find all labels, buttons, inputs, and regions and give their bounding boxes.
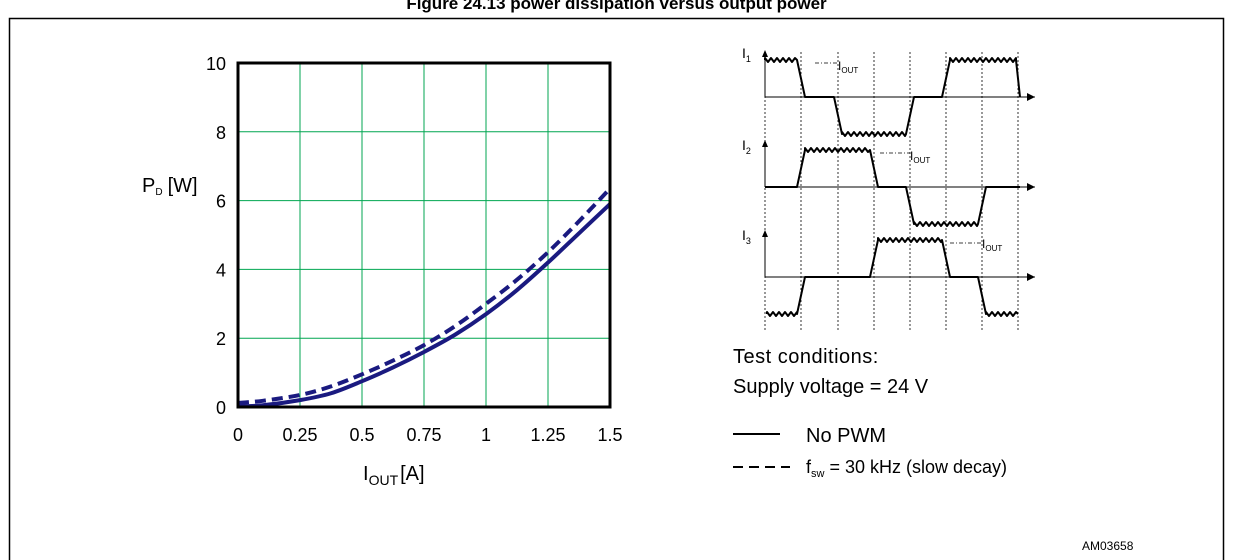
legend-no-pwm-label: No PWM <box>806 425 886 447</box>
series-group <box>237 187 612 409</box>
channel-3-label: I3 <box>742 227 751 246</box>
x-axis-label: IOUT [A] <box>363 463 425 488</box>
channel-2-label: I2 <box>742 137 751 156</box>
figure-title: Figure 24.13 power dissipation versus ou… <box>406 0 827 13</box>
y-tick-label: 0 <box>216 398 226 418</box>
x-tick-label: 1.25 <box>530 425 565 445</box>
waveform-axis-arrow-1 <box>1027 93 1035 101</box>
x-tick-label: 0.25 <box>282 425 317 445</box>
waveform-yaxis-arrow-2 <box>762 140 768 147</box>
supply-voltage-text: Supply voltage = 24 V <box>733 376 929 398</box>
waveform-traces <box>764 57 1021 317</box>
waveform-yaxis-arrow-1 <box>762 50 768 57</box>
x-tick-label: 1 <box>481 425 491 445</box>
y-tick-label: 2 <box>216 329 226 349</box>
x-tick-label: 0 <box>233 425 243 445</box>
channel-1-label: I1 <box>742 45 751 64</box>
series-line-fsw-30khz <box>237 187 612 405</box>
plot-frame <box>236 61 612 409</box>
waveform-yaxis-arrow-3 <box>762 230 768 237</box>
power-dissipation-chart: 0 0.25 0.5 0.75 1 1.25 1.5 0 2 4 6 8 10 PD [W] IOUT [A… <box>142 54 623 488</box>
waveform-axis-arrow-2 <box>1027 183 1035 191</box>
channel-2-iout-label: IOUT <box>910 149 930 165</box>
phase-current-waveforms: I1 I2 I3 IOUT IOUT IOUT <box>742 45 1035 332</box>
tick-labels: 0 0.25 0.5 0.75 1 1.25 1.5 0 2 4 6 8 10 <box>206 54 623 445</box>
x-tick-label: 1.5 <box>597 425 622 445</box>
waveform-trace-3 <box>766 237 1019 317</box>
y-tick-label: 10 <box>206 54 226 74</box>
channel-1-iout-label: IOUT <box>838 59 858 75</box>
waveform-trace-2 <box>765 147 1020 227</box>
figure-frame <box>8 17 1225 560</box>
channel-3-iout-label: IOUT <box>982 237 1002 253</box>
x-tick-label: 0.75 <box>406 425 441 445</box>
x-tick-label: 0.5 <box>349 425 374 445</box>
y-tick-label: 8 <box>216 123 226 143</box>
y-axis-label: PD [W] <box>142 175 198 198</box>
y-tick-label: 4 <box>216 260 226 280</box>
y-tick-label: 6 <box>216 192 226 212</box>
test-conditions-title: Test conditions: <box>733 346 879 368</box>
waveform-axis-arrow-3 <box>1027 273 1035 281</box>
series-line-no-pwm <box>237 202 612 409</box>
waveform-trace-1 <box>764 57 1021 137</box>
legend: Test conditions: Supply voltage = 24 V N… <box>733 346 1007 480</box>
figure-id: AM03658 <box>1082 539 1134 553</box>
legend-fsw-label: fsw = 30 kHz (slow decay) <box>806 457 1007 480</box>
waveform-guides <box>764 52 1019 332</box>
